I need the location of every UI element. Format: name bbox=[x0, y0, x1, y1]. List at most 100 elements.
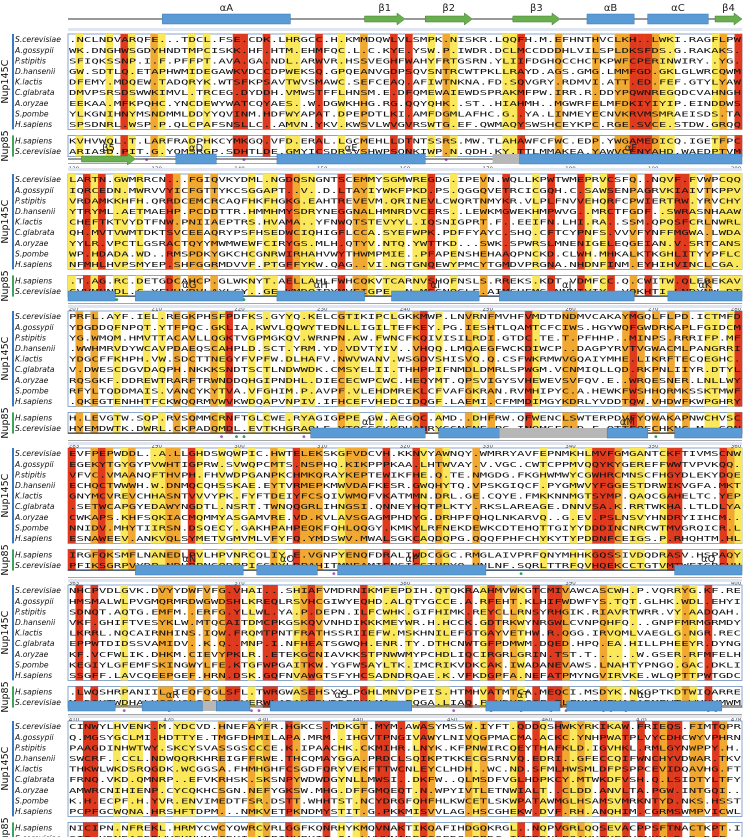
ss-label: β3 bbox=[530, 3, 543, 14]
species-label: D.hansenii bbox=[15, 207, 56, 216]
ss-label: αI bbox=[431, 280, 441, 291]
conservation-column bbox=[682, 585, 690, 681]
conservation-column bbox=[285, 275, 293, 297]
sequence-row: KF.VCFWLIK.DHKM.CIEVYPKLR..ETEKGCNIAVKKS… bbox=[69, 651, 741, 659]
conservation-column bbox=[584, 448, 593, 544]
conservation-column bbox=[547, 686, 555, 708]
tick-label: 440 bbox=[352, 718, 363, 724]
conservation-column bbox=[315, 34, 323, 130]
sequence-row: ESNAWEEV.ANKVQLSYMETVGMVMLVFYFQ.YMDSWV.M… bbox=[69, 535, 741, 543]
species-label: A.gossypii bbox=[14, 186, 55, 195]
conservation-column bbox=[539, 549, 548, 571]
conservation-column bbox=[539, 721, 548, 817]
interface-dot bbox=[115, 298, 119, 301]
conservation-column bbox=[307, 686, 316, 708]
conservation-column bbox=[667, 448, 675, 544]
conservation-column bbox=[614, 686, 623, 708]
conservation-strip bbox=[68, 28, 742, 31]
helix-mark bbox=[586, 13, 635, 25]
conservation-column bbox=[232, 686, 241, 708]
nup85-group-label: Nup85 bbox=[0, 130, 11, 161]
conservation-column bbox=[105, 549, 114, 571]
conservation-column bbox=[172, 412, 181, 434]
ss-label: β5 bbox=[102, 143, 115, 154]
conservation-column bbox=[397, 174, 406, 270]
sequence-row: THKWLWKDSRQGDK.WCGGSA.FHMHGHFCSGDFQRYVEK… bbox=[69, 766, 742, 774]
sequence-row: SFIQKSSNP.I.F.PFFPT.AVA.GA.NDL.ARWVR.HSS… bbox=[69, 57, 741, 65]
conservation-column bbox=[659, 448, 668, 544]
sequence-row: KVHVWQL.T.LARFRADPHKCYMKGQ.VFD.ERAL.LGCM… bbox=[69, 138, 741, 146]
conservation-column bbox=[524, 311, 533, 407]
conservation-column bbox=[719, 135, 728, 157]
conservation-column bbox=[75, 686, 84, 708]
conservation-column bbox=[419, 174, 428, 270]
conservation-column bbox=[75, 311, 84, 407]
conservation-column bbox=[509, 34, 518, 130]
conservation-column bbox=[569, 721, 578, 817]
conservation-column bbox=[262, 135, 271, 157]
conservation-column bbox=[704, 686, 713, 708]
species-label: A.oryzae bbox=[14, 239, 49, 248]
sequence-row: IQRCEDN.MWRVVYICFGTTYKCSGGAPT..V..D.LTAY… bbox=[69, 187, 742, 195]
species-label: S.cerevisiae bbox=[15, 312, 61, 321]
helix-mark bbox=[438, 427, 500, 439]
conservation-strip bbox=[68, 305, 742, 308]
conservation-column bbox=[300, 448, 308, 544]
species-label: D.hansenii bbox=[15, 618, 56, 627]
conservation-column bbox=[539, 448, 548, 544]
conservation-column bbox=[442, 585, 451, 681]
sequence-row: PCPFGCWQNA.HRSHFTDPM...NMKVETPKNDMYSTIT.… bbox=[69, 808, 741, 816]
conservation-column bbox=[419, 448, 428, 544]
conservation-column bbox=[689, 721, 698, 817]
conservation-column bbox=[150, 822, 159, 837]
sequence-row: ECHQCTWWWH.W.DNMQCQHSSKAE.EYTVRMEPKMWVDA… bbox=[69, 482, 742, 490]
conservation-column bbox=[637, 412, 645, 434]
conservation-column bbox=[532, 686, 540, 708]
conservation-column bbox=[225, 412, 233, 434]
conservation-column bbox=[150, 34, 159, 130]
conservation-column bbox=[667, 721, 675, 817]
sequence-row: CWKAPS.KHFSQKIACMQMMYASGAMVRE.VD.KVLAVSG… bbox=[69, 514, 741, 522]
conservation-column bbox=[337, 34, 346, 130]
conservation-column bbox=[659, 721, 668, 817]
conservation-column bbox=[165, 549, 174, 571]
species-label: S.pombe bbox=[15, 249, 49, 258]
conservation-column bbox=[517, 135, 526, 157]
helix-mark bbox=[485, 700, 561, 712]
conservation-column bbox=[322, 721, 331, 817]
conservation-column bbox=[375, 822, 383, 837]
conservation-column bbox=[292, 721, 301, 817]
conservation-column bbox=[127, 34, 136, 130]
conservation-column bbox=[637, 549, 645, 571]
helix-mark bbox=[499, 290, 635, 302]
tick-label: 450 bbox=[447, 718, 458, 724]
species-label: S.cerevisiae bbox=[15, 561, 61, 570]
ss-label: αO bbox=[280, 554, 295, 565]
tick-label: 340 bbox=[565, 444, 576, 450]
conservation-column bbox=[352, 412, 361, 434]
conservation-column bbox=[105, 34, 114, 130]
conservation-column bbox=[682, 174, 690, 270]
tick-label: 460 bbox=[542, 718, 553, 724]
sequence-row: RQSGKF.DDREWTRARFTRWNDDQHGIPNDHL.DIECECW… bbox=[69, 377, 742, 385]
tick-label: 300 bbox=[234, 444, 245, 450]
conservation-column bbox=[157, 311, 166, 407]
conservation-column bbox=[285, 311, 293, 407]
conservation-column bbox=[607, 549, 615, 571]
conservation-column bbox=[674, 275, 683, 297]
conservation-column bbox=[569, 412, 578, 434]
conservation-column bbox=[607, 822, 615, 837]
conservation-column bbox=[719, 721, 728, 817]
conservation-column bbox=[240, 34, 248, 130]
conservation-column bbox=[390, 585, 398, 681]
conservation-column bbox=[352, 549, 361, 571]
species-label: H.sapiens bbox=[15, 824, 52, 833]
conservation-column bbox=[449, 174, 458, 270]
conservation-column bbox=[592, 34, 600, 130]
species-label: K.lactis bbox=[15, 492, 42, 501]
conservation-column bbox=[652, 721, 660, 817]
conservation-column bbox=[270, 585, 278, 681]
conservation-column bbox=[120, 686, 129, 708]
conservation-column bbox=[360, 275, 368, 297]
conservation-column bbox=[472, 549, 481, 571]
